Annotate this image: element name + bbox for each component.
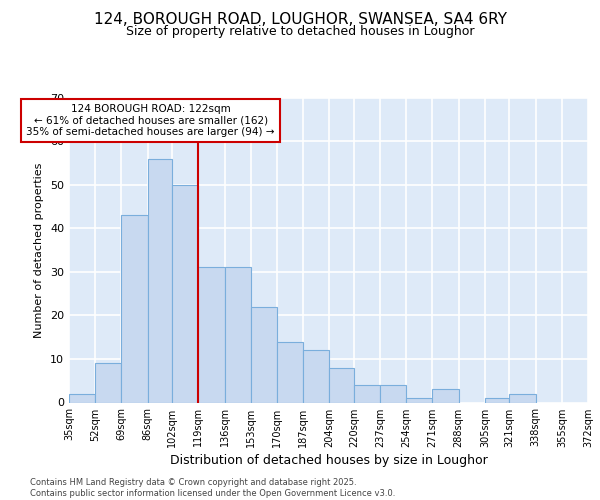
Bar <box>172 184 199 402</box>
Bar <box>121 215 148 402</box>
Bar <box>224 268 251 402</box>
Bar <box>433 390 458 402</box>
Bar <box>329 368 354 402</box>
Bar <box>303 350 329 403</box>
Bar <box>509 394 536 402</box>
Bar <box>485 398 509 402</box>
Bar <box>199 268 224 402</box>
Text: 124 BOROUGH ROAD: 122sqm
← 61% of detached houses are smaller (162)
35% of semi-: 124 BOROUGH ROAD: 122sqm ← 61% of detach… <box>26 104 275 137</box>
Bar <box>251 306 277 402</box>
X-axis label: Distribution of detached houses by size in Loughor: Distribution of detached houses by size … <box>170 454 487 466</box>
Text: Contains HM Land Registry data © Crown copyright and database right 2025.
Contai: Contains HM Land Registry data © Crown c… <box>30 478 395 498</box>
Bar <box>277 342 303 402</box>
Y-axis label: Number of detached properties: Number of detached properties <box>34 162 44 338</box>
Bar <box>95 364 121 403</box>
Bar <box>406 398 433 402</box>
Bar <box>69 394 95 402</box>
Text: Size of property relative to detached houses in Loughor: Size of property relative to detached ho… <box>126 25 474 38</box>
Bar <box>354 385 380 402</box>
Text: 124, BOROUGH ROAD, LOUGHOR, SWANSEA, SA4 6RY: 124, BOROUGH ROAD, LOUGHOR, SWANSEA, SA4… <box>94 12 506 28</box>
Bar <box>148 158 172 402</box>
Bar <box>380 385 406 402</box>
